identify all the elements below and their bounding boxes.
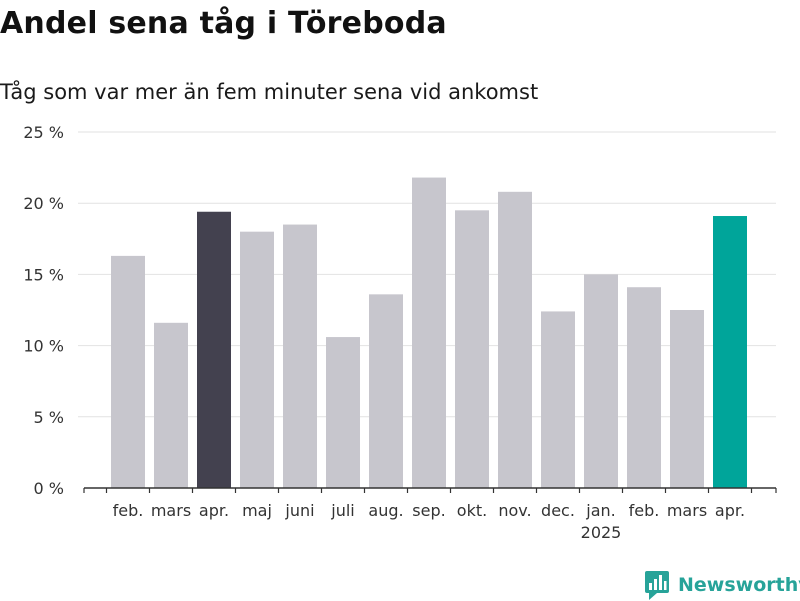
bar <box>283 224 317 488</box>
bar <box>584 274 618 488</box>
x-tick-label: feb. <box>629 501 660 520</box>
x-tick-label: mars <box>151 501 191 520</box>
newsworthy-brand: Newsworthy <box>644 569 800 601</box>
x-tick-label: maj <box>242 501 272 520</box>
bar <box>240 231 274 488</box>
chart-title: Andel sena tåg i Töreboda <box>0 6 447 41</box>
x-tick-label: aug. <box>368 501 403 520</box>
bar <box>670 310 704 488</box>
x-tick-label: juli <box>330 501 354 520</box>
x-tick-label: apr. <box>715 501 745 520</box>
bar <box>326 337 360 488</box>
bar <box>713 216 747 489</box>
x-tick-label: nov. <box>498 501 531 520</box>
x-tick-label: sep. <box>412 501 445 520</box>
brand-name: Newsworthy <box>678 574 800 596</box>
bar <box>154 322 188 488</box>
bar <box>627 287 661 488</box>
x-tick-label: juni <box>284 501 314 520</box>
x-tick-label: dec. <box>541 501 575 520</box>
bar <box>541 311 575 488</box>
bar <box>111 255 145 488</box>
newsworthy-logo-icon <box>645 571 669 600</box>
y-tick-label: 0 % <box>34 479 64 498</box>
x-tick-label: jan. <box>585 501 615 520</box>
x-tick-label: okt. <box>457 501 487 520</box>
y-tick-label: 15 % <box>23 265 64 284</box>
x-tick-label: mars <box>667 501 707 520</box>
bar <box>455 210 489 488</box>
bar <box>197 211 231 488</box>
chart-subtitle: Tåg som var mer än fem minuter sena vid … <box>0 80 539 104</box>
x-tick-label: feb. <box>113 501 144 520</box>
bar <box>498 191 532 489</box>
y-tick-label: 5 % <box>34 408 64 427</box>
bar <box>369 294 403 488</box>
y-tick-label: 10 % <box>23 337 64 356</box>
x-year-label: 2025 <box>581 523 622 542</box>
y-tick-label: 25 % <box>23 123 64 142</box>
bar <box>412 177 446 488</box>
x-tick-label: apr. <box>199 501 229 520</box>
y-tick-label: 20 % <box>23 194 64 213</box>
